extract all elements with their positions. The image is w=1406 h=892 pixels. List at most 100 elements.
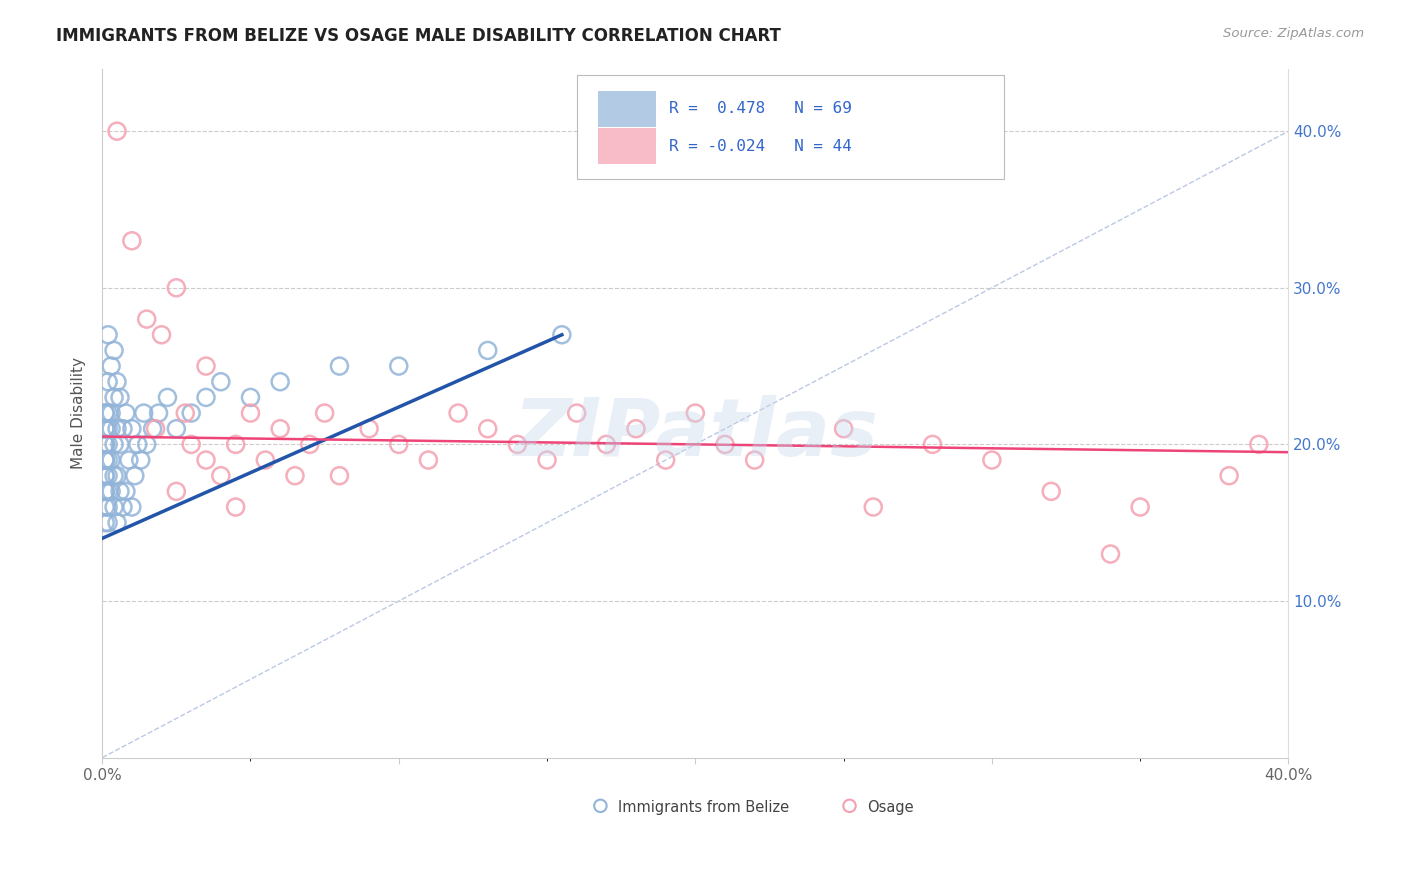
Point [105,124,128,138]
Point [536,453,558,467]
Text: Immigrants from Belize: Immigrants from Belize [619,800,789,814]
Point [94,453,117,467]
Point [148,406,170,420]
FancyBboxPatch shape [598,128,657,164]
Text: Osage: Osage [868,800,914,814]
Point [124,468,146,483]
Point [165,281,187,295]
Point [174,406,197,420]
Point [118,453,141,467]
Point [1099,547,1122,561]
Point [388,359,411,373]
Point [135,437,157,451]
Point [145,422,167,436]
Point [97,500,120,514]
Point [97,422,120,436]
Point [105,468,128,483]
Point [744,453,766,467]
Point [135,312,157,326]
Point [94,500,117,514]
Text: IMMIGRANTS FROM BELIZE VS OSAGE MALE DISABILITY CORRELATION CHART: IMMIGRANTS FROM BELIZE VS OSAGE MALE DIS… [56,27,782,45]
Point [239,391,262,405]
Point [209,375,232,389]
FancyBboxPatch shape [576,76,1004,178]
Point [418,453,440,467]
Point [97,484,120,499]
Point [195,359,218,373]
Point [477,422,499,436]
Point [156,391,179,405]
Point [180,437,202,451]
Point [298,437,321,451]
Point [284,468,307,483]
Point [100,359,122,373]
Point [477,343,499,358]
Point [108,391,131,405]
Text: R =  0.478   N = 69: R = 0.478 N = 69 [669,101,852,116]
Point [165,422,187,436]
Point [980,453,1002,467]
Point [225,500,247,514]
Point [121,500,143,514]
Point [359,422,381,436]
Point [105,422,128,436]
Point [103,391,125,405]
Point [1218,468,1240,483]
Point [195,391,218,405]
Point [94,484,117,499]
Point [832,422,855,436]
Point [100,484,122,499]
Point [103,343,125,358]
Point [121,422,143,436]
Point [100,422,122,436]
Point [314,406,336,420]
Point [239,406,262,420]
Point [97,375,120,389]
Point [115,484,138,499]
Point [105,375,128,389]
Point [103,437,125,451]
Point [94,437,117,451]
Point [94,422,117,436]
Point [97,453,120,467]
Point [94,516,117,530]
Point [1040,484,1063,499]
Point [862,500,884,514]
Point [94,422,117,436]
Point [165,484,187,499]
Point [269,422,291,436]
Point [129,453,152,467]
Point [108,437,131,451]
Point [209,468,232,483]
Y-axis label: Male Disability: Male Disability [72,357,86,469]
Point [127,437,149,451]
Text: ZIPatlas: ZIPatlas [513,395,877,473]
Point [150,327,173,342]
Point [94,468,117,483]
Point [225,437,247,451]
Point [654,453,676,467]
Point [565,406,588,420]
Point [328,468,350,483]
Point [111,422,134,436]
Point [506,437,529,451]
Point [94,453,117,467]
Point [195,453,218,467]
Point [921,437,943,451]
Point [97,437,120,451]
Point [132,406,155,420]
Point [254,453,277,467]
Point [111,500,134,514]
Point [97,327,120,342]
Point [447,406,470,420]
Point [97,516,120,530]
Point [94,437,117,451]
Point [551,327,574,342]
Point [685,406,707,420]
Text: R = -0.024   N = 44: R = -0.024 N = 44 [669,139,852,154]
Point [1247,437,1270,451]
Point [94,484,117,499]
Point [328,359,350,373]
Point [94,437,117,451]
Point [1337,860,1360,874]
